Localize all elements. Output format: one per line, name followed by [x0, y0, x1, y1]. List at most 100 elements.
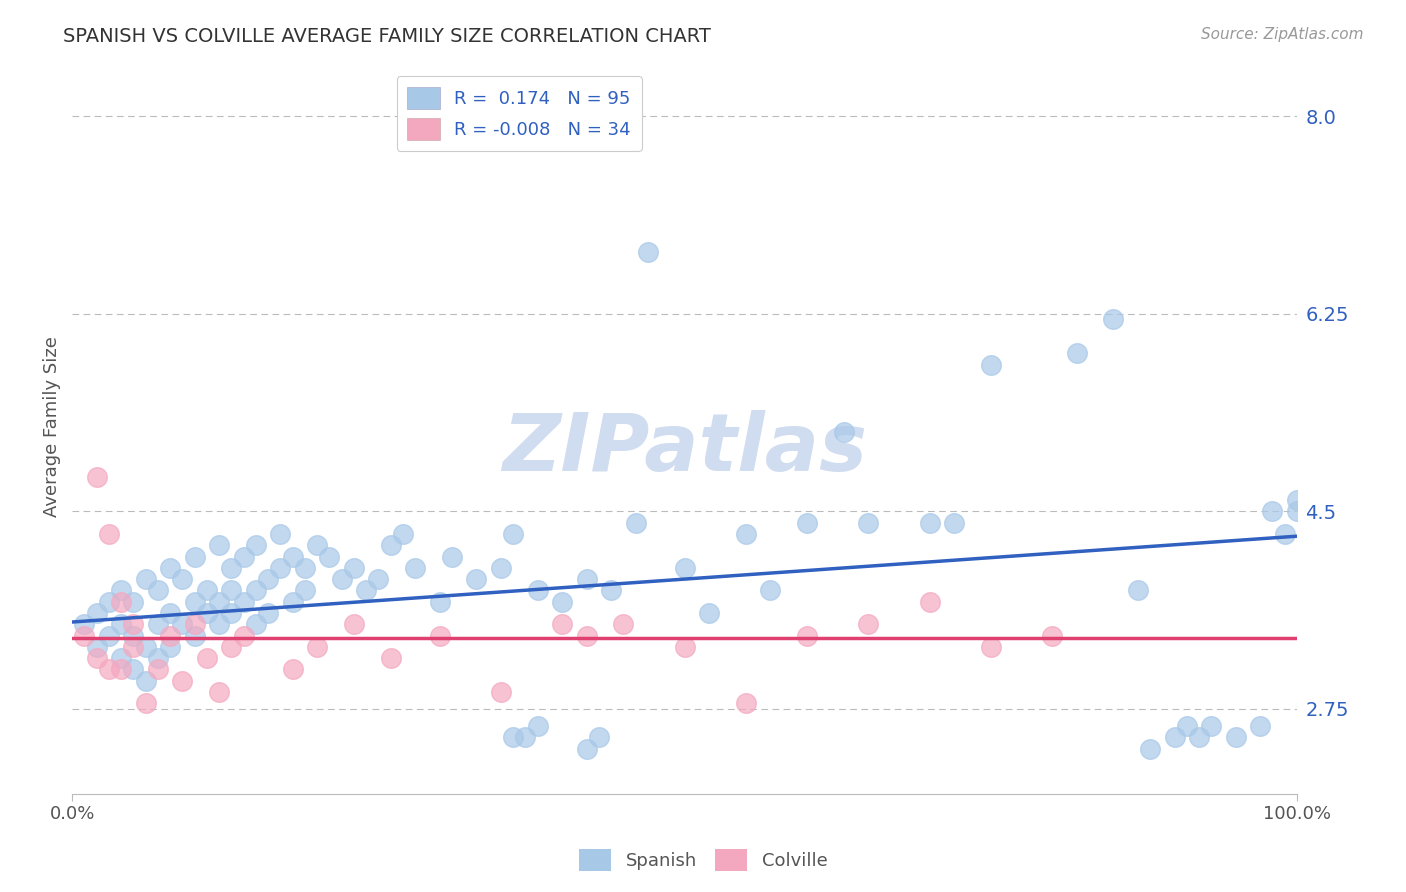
Point	[943, 516, 966, 530]
Point	[122, 629, 145, 643]
Point	[110, 617, 132, 632]
Point	[110, 583, 132, 598]
Point	[980, 358, 1002, 372]
Point	[343, 561, 366, 575]
Point	[551, 617, 574, 632]
Point	[307, 538, 329, 552]
Point	[318, 549, 340, 564]
Point	[697, 606, 720, 620]
Point	[526, 583, 548, 598]
Point	[146, 583, 169, 598]
Point	[281, 549, 304, 564]
Point	[183, 595, 205, 609]
Point	[159, 561, 181, 575]
Point	[269, 527, 291, 541]
Point	[526, 719, 548, 733]
Point	[392, 527, 415, 541]
Point	[673, 640, 696, 654]
Point	[245, 538, 267, 552]
Point	[759, 583, 782, 598]
Point	[195, 583, 218, 598]
Point	[575, 741, 598, 756]
Point	[502, 527, 524, 541]
Point	[429, 629, 451, 643]
Point	[183, 549, 205, 564]
Point	[159, 640, 181, 654]
Point	[221, 606, 243, 620]
Point	[734, 696, 756, 710]
Point	[146, 663, 169, 677]
Point	[858, 516, 880, 530]
Point	[502, 730, 524, 744]
Point	[135, 572, 157, 586]
Point	[232, 629, 254, 643]
Point	[208, 617, 231, 632]
Point	[281, 663, 304, 677]
Point	[1225, 730, 1247, 744]
Point	[86, 470, 108, 484]
Point	[73, 629, 96, 643]
Point	[221, 561, 243, 575]
Point	[637, 244, 659, 259]
Y-axis label: Average Family Size: Average Family Size	[44, 336, 60, 517]
Point	[232, 549, 254, 564]
Point	[858, 617, 880, 632]
Point	[98, 527, 121, 541]
Point	[122, 640, 145, 654]
Point	[110, 663, 132, 677]
Point	[1285, 504, 1308, 518]
Point	[159, 606, 181, 620]
Point	[832, 425, 855, 440]
Point	[796, 516, 818, 530]
Point	[159, 629, 181, 643]
Point	[1066, 346, 1088, 360]
Text: Source: ZipAtlas.com: Source: ZipAtlas.com	[1201, 27, 1364, 42]
Legend: R =  0.174   N = 95, R = -0.008   N = 34: R = 0.174 N = 95, R = -0.008 N = 34	[396, 76, 643, 151]
Point	[257, 572, 280, 586]
Point	[575, 572, 598, 586]
Point	[918, 595, 941, 609]
Point	[551, 595, 574, 609]
Point	[734, 527, 756, 541]
Point	[1040, 629, 1063, 643]
Point	[380, 538, 402, 552]
Point	[380, 651, 402, 665]
Point	[110, 651, 132, 665]
Point	[1285, 493, 1308, 508]
Point	[183, 629, 205, 643]
Point	[575, 629, 598, 643]
Point	[343, 617, 366, 632]
Point	[98, 663, 121, 677]
Point	[110, 595, 132, 609]
Point	[208, 538, 231, 552]
Point	[1139, 741, 1161, 756]
Point	[294, 561, 316, 575]
Text: ZIPatlas: ZIPatlas	[502, 409, 868, 488]
Point	[208, 685, 231, 699]
Point	[515, 730, 537, 744]
Point	[232, 595, 254, 609]
Point	[135, 640, 157, 654]
Point	[257, 606, 280, 620]
Point	[208, 595, 231, 609]
Point	[624, 516, 647, 530]
Point	[489, 685, 512, 699]
Point	[98, 629, 121, 643]
Point	[1261, 504, 1284, 518]
Point	[221, 583, 243, 598]
Point	[195, 606, 218, 620]
Point	[796, 629, 818, 643]
Point	[404, 561, 426, 575]
Point	[1175, 719, 1198, 733]
Point	[354, 583, 377, 598]
Point	[269, 561, 291, 575]
Point	[195, 651, 218, 665]
Point	[1249, 719, 1271, 733]
Point	[135, 673, 157, 688]
Point	[918, 516, 941, 530]
Point	[86, 651, 108, 665]
Point	[146, 617, 169, 632]
Point	[440, 549, 463, 564]
Point	[1126, 583, 1149, 598]
Point	[1199, 719, 1222, 733]
